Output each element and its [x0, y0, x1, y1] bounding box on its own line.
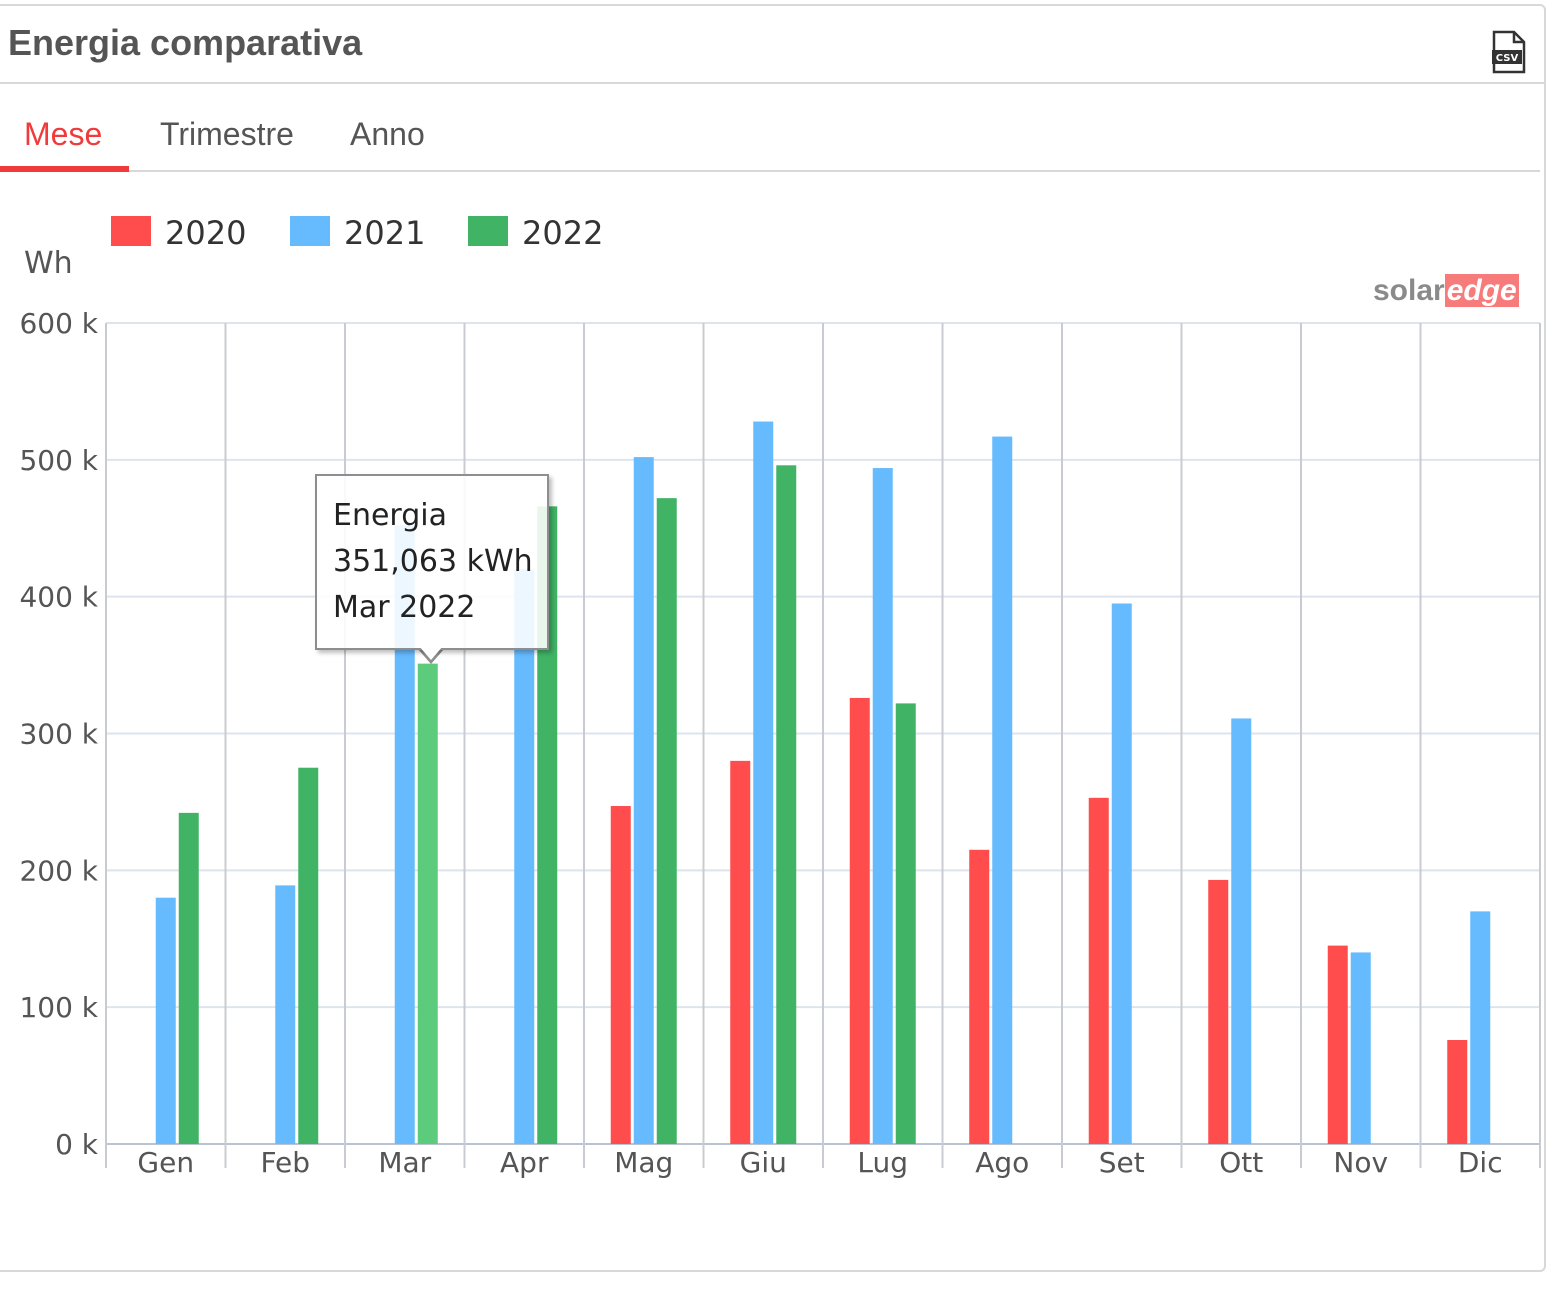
- x-tick-label: Ago: [975, 1146, 1029, 1179]
- bar-2020-set[interactable]: [1088, 797, 1109, 1144]
- bar-2021-lug[interactable]: [872, 468, 893, 1144]
- y-tick-label: 100 k: [19, 991, 98, 1024]
- bar-2021-dic[interactable]: [1470, 911, 1491, 1144]
- bar-2020-ago[interactable]: [969, 849, 990, 1144]
- widget-header: Energia comparativa CSV: [0, 4, 1544, 84]
- legend-swatch-2020: [111, 216, 151, 246]
- y-tick-label: 200 k: [19, 854, 98, 887]
- bar-2022-mag[interactable]: [656, 498, 677, 1144]
- tooltip-value: 351,063 kWh: [333, 544, 533, 579]
- widget-title: Energia comparativa: [8, 22, 363, 63]
- logo-solar-text: solar: [1373, 274, 1445, 307]
- bar-2020-ott[interactable]: [1208, 879, 1229, 1144]
- bar-2020-giu[interactable]: [730, 760, 751, 1144]
- bar-2022-apr[interactable]: [537, 506, 558, 1144]
- y-axis-unit-label: Wh: [24, 246, 73, 281]
- tab-anno[interactable]: Anno: [350, 116, 425, 152]
- legend-label-2022: 2022: [522, 214, 604, 252]
- tooltip-label: Energia: [333, 498, 447, 533]
- x-tick-label: Dic: [1458, 1146, 1503, 1179]
- solaredge-logo: solaredge: [1373, 274, 1519, 308]
- bar-2021-apr[interactable]: [514, 569, 535, 1144]
- legend-swatch-2022: [468, 216, 508, 246]
- x-tick-label: Mag: [614, 1146, 673, 1179]
- bar-2021-nov[interactable]: [1350, 952, 1371, 1144]
- bar-2020-mag[interactable]: [610, 806, 631, 1144]
- bar-2022-mar[interactable]: [417, 663, 438, 1144]
- period-tabs: Mese Trimestre Anno: [0, 86, 1540, 172]
- tooltip-period: Mar 2022: [333, 590, 476, 625]
- active-tab-indicator: [0, 166, 129, 172]
- y-tick-label: 0 k: [55, 1128, 99, 1161]
- bar-2020-nov[interactable]: [1327, 945, 1348, 1144]
- bar-2022-giu[interactable]: [776, 465, 797, 1145]
- bar-2022-feb[interactable]: [298, 767, 319, 1144]
- bar-2022-gen[interactable]: [178, 812, 199, 1144]
- legend-swatch-2021: [290, 216, 330, 246]
- y-tick-label: 300 k: [19, 718, 98, 751]
- tooltip-pointer-fill: [419, 646, 443, 660]
- bar-2022-lug[interactable]: [895, 703, 916, 1144]
- tab-mese[interactable]: Mese: [24, 116, 103, 152]
- x-tick-label: Set: [1099, 1146, 1145, 1179]
- x-tick-label: Apr: [500, 1146, 549, 1179]
- bar-2021-giu[interactable]: [753, 421, 774, 1144]
- x-tick-label: Gen: [137, 1146, 194, 1179]
- bar-2020-dic[interactable]: [1447, 1040, 1468, 1144]
- x-tick-label: Lug: [857, 1146, 908, 1179]
- bar-2021-gen[interactable]: [155, 897, 176, 1144]
- chart-widget-panel: [0, 4, 1546, 1272]
- x-tick-label: Giu: [740, 1146, 787, 1179]
- bar-tooltip: Energia 351,063 kWh Mar 2022: [315, 474, 549, 650]
- x-tick-label: Ott: [1219, 1146, 1263, 1179]
- x-tick-label: Nov: [1333, 1146, 1388, 1179]
- bar-2021-mag[interactable]: [633, 457, 654, 1144]
- y-tick-label: 400 k: [19, 581, 98, 614]
- logo-edge-text: edge: [1444, 274, 1519, 307]
- svg-text:CSV: CSV: [1496, 53, 1519, 64]
- bar-2021-set[interactable]: [1111, 603, 1132, 1144]
- bar-2020-lug[interactable]: [849, 697, 870, 1144]
- bar-2021-feb[interactable]: [275, 885, 296, 1144]
- legend-label-2020: 2020: [165, 214, 247, 252]
- bar-2021-mar[interactable]: [394, 525, 415, 1144]
- legend-label-2021: 2021: [344, 214, 426, 252]
- bar-2021-ott[interactable]: [1231, 718, 1252, 1144]
- x-tick-label: Feb: [260, 1146, 310, 1179]
- tab-trimestre[interactable]: Trimestre: [160, 116, 294, 152]
- bar-2021-ago[interactable]: [992, 436, 1013, 1144]
- y-tick-label: 500 k: [19, 444, 98, 477]
- y-tick-label: 600 k: [19, 307, 98, 340]
- csv-file-icon[interactable]: CSV: [1488, 30, 1528, 74]
- x-tick-label: Mar: [378, 1146, 431, 1179]
